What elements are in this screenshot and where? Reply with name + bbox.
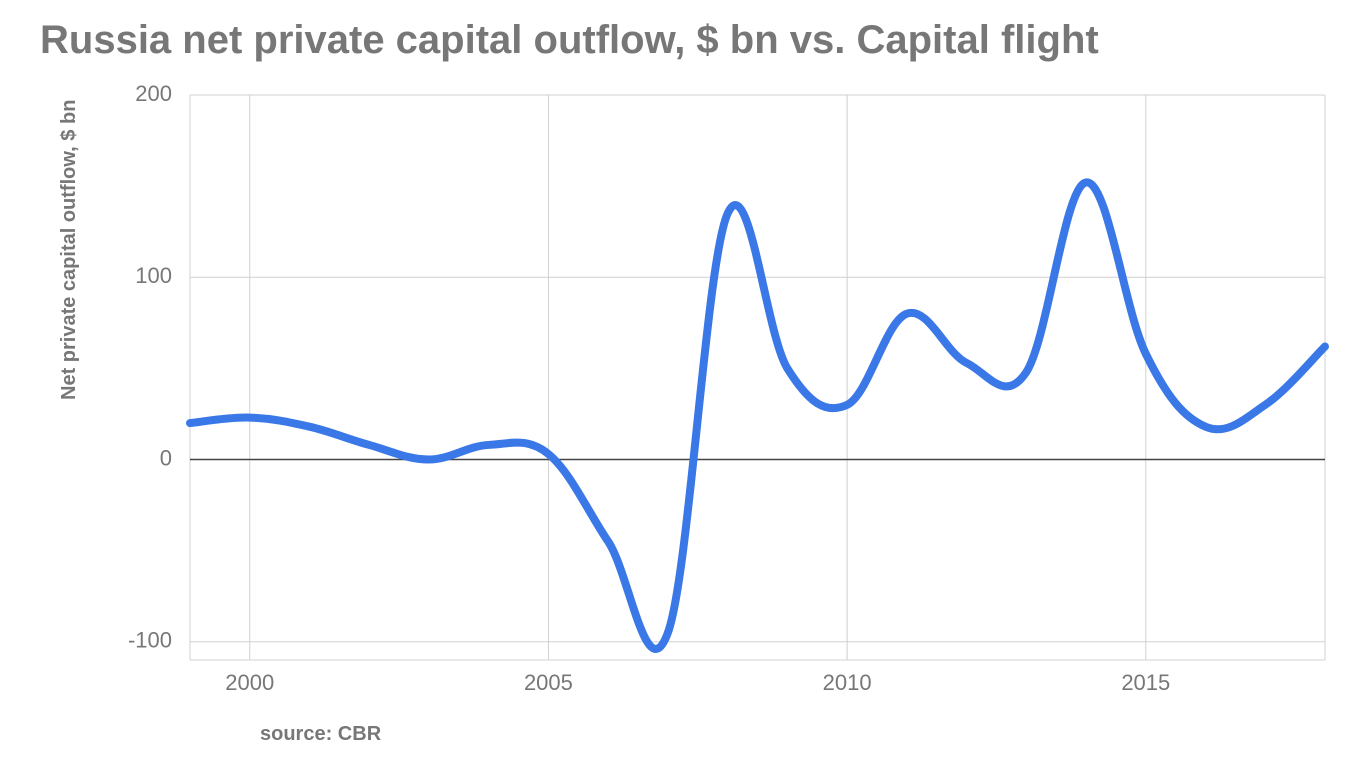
chart-container: Russia net private capital outflow, $ bn… (0, 0, 1360, 781)
x-tick-label: 2010 (823, 670, 872, 695)
x-tick-label: 2005 (524, 670, 573, 695)
y-tick-label: -100 (128, 628, 172, 653)
x-tick-label: 2015 (1121, 670, 1170, 695)
series-line-net_outflow (190, 182, 1325, 649)
y-tick-label: 200 (135, 81, 172, 106)
chart-svg: -100 0 100 200 2000 2005 2010 2015 (0, 0, 1360, 781)
y-tick-label: 0 (160, 445, 172, 470)
x-tick-label: 2000 (225, 670, 274, 695)
y-tick-label: 100 (135, 263, 172, 288)
